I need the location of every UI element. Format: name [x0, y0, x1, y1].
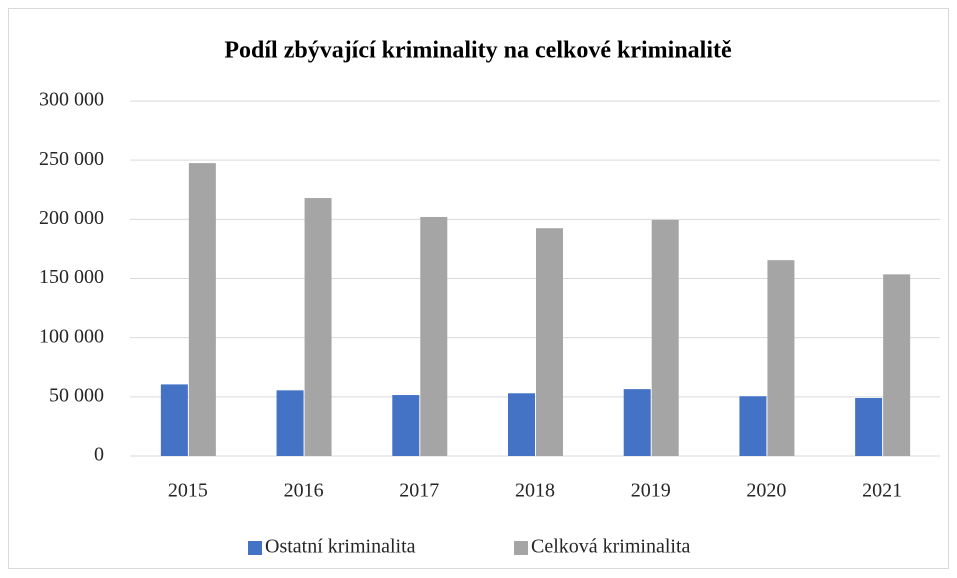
bar	[623, 389, 651, 456]
y-tick-label: 200 000	[39, 207, 104, 229]
bar	[420, 216, 448, 456]
chart-title: Podíl zbývající kriminality na celkové k…	[224, 38, 732, 64]
bar	[304, 198, 332, 457]
bar	[651, 219, 679, 456]
bar	[276, 390, 304, 456]
y-tick-label: 250 000	[39, 148, 104, 170]
legend-label: Celková kriminalita	[531, 536, 691, 558]
bar	[508, 393, 535, 456]
x-tick-label: 2019	[631, 480, 671, 502]
chart-border	[8, 8, 949, 569]
y-tick-label: 50 000	[49, 384, 104, 406]
x-tick-label: 2018	[515, 480, 555, 502]
y-tick-label: 0	[94, 444, 104, 466]
bar	[883, 274, 911, 456]
legend-swatch	[248, 541, 262, 555]
bar	[855, 398, 883, 456]
x-tick-label: 2017	[399, 480, 439, 502]
x-tick-label: 2021	[862, 480, 902, 502]
legend-label: Ostatní kriminalita	[265, 536, 416, 558]
y-tick-label: 300 000	[39, 89, 104, 111]
y-tick-label: 150 000	[39, 266, 104, 288]
legend-swatch	[514, 541, 528, 555]
bar	[160, 384, 188, 456]
bar	[392, 395, 420, 456]
bar	[188, 163, 216, 456]
bar	[739, 396, 767, 456]
x-tick-label: 2015	[168, 480, 208, 502]
y-tick-label: 100 000	[39, 325, 104, 347]
bar	[767, 260, 795, 456]
x-tick-label: 2020	[746, 480, 786, 502]
x-tick-label: 2016	[284, 480, 324, 502]
bar	[536, 228, 563, 456]
